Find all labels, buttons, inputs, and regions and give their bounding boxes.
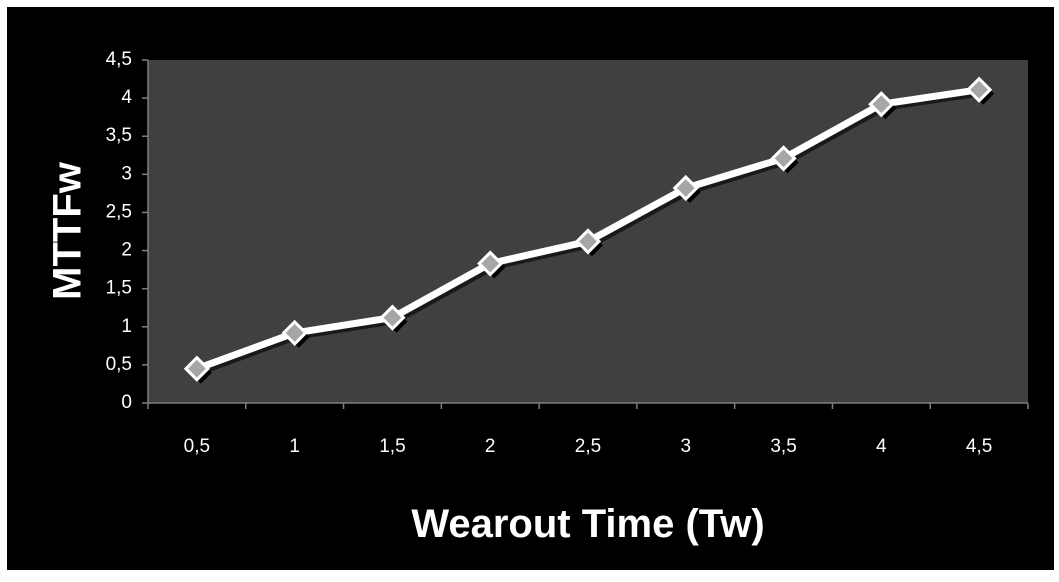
y-tick-label: 0,5 [106,354,132,375]
x-tick-label: 1 [289,436,300,457]
y-tick-label: 1,5 [106,278,132,299]
data-point [965,76,993,103]
axes [142,59,1029,409]
x-axis-title: Wearout Time (Tw) [411,502,764,546]
data-point [574,228,602,255]
y-tick-label: 2,5 [106,201,132,222]
y-tick-label: 2 [121,240,132,261]
x-tick-label: 4 [876,436,887,457]
y-tick-label: 3,5 [106,125,132,146]
x-axis-tick-labels: 0,5 1 1,5 2 2,5 3 3,5 4 4,5 [184,436,993,457]
data-point [477,250,504,277]
y-tick-label: 3 [121,163,132,184]
data-point [379,304,406,331]
y-axis-title: MTTFw [46,161,90,300]
x-tick-label: 1,5 [379,436,405,457]
x-tick-label: 3 [680,436,691,457]
data-point [672,174,699,202]
y-tick-label: 0 [121,392,132,413]
y-tick-label: 1 [121,316,132,337]
x-tick-label: 4,5 [966,436,992,457]
y-axis-tick-labels: 0 0,5 1 1,5 2 2,5 3 3,5 4 4,5 [106,49,133,413]
data-point [770,145,797,172]
data-point [281,319,308,346]
data-point [868,91,895,118]
x-tick-label: 2 [485,436,496,457]
x-tick-label: 0,5 [184,436,210,457]
series-group [183,76,995,384]
x-tick-label: 3,5 [770,436,796,457]
x-tick-label: 2,5 [575,436,601,457]
y-tick-label: 4 [121,87,132,108]
data-point [183,355,211,382]
y-tick-label: 4,5 [106,49,132,70]
